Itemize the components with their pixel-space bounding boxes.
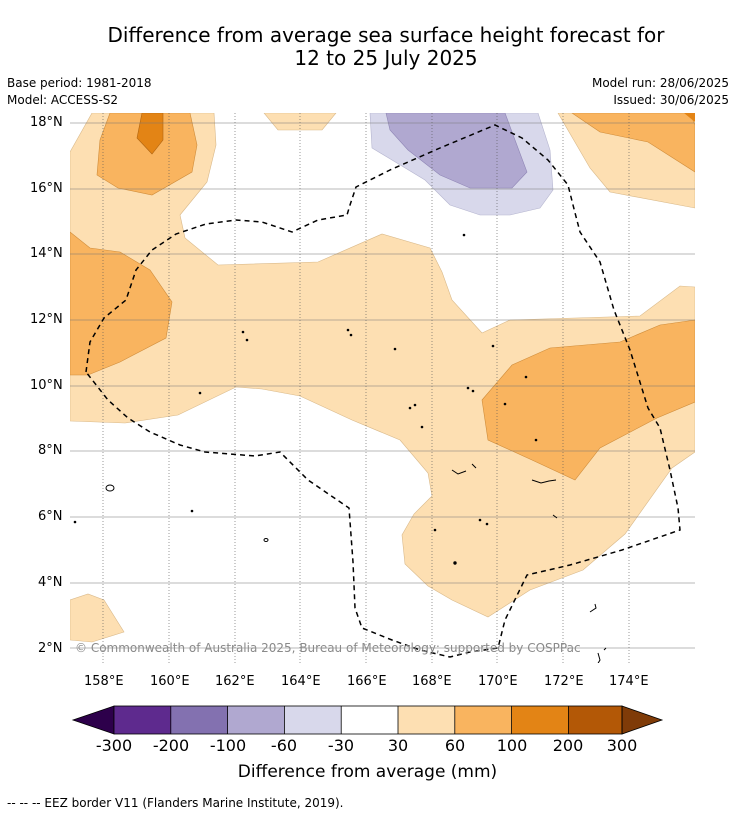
contour-60-100-northwest xyxy=(96,113,198,196)
colorbar-swatch-extend-high xyxy=(621,705,664,735)
legend-title: Difference from average (mm) xyxy=(237,762,498,782)
lat-tick-4: 4°N xyxy=(38,575,63,590)
contour-30-60-north xyxy=(263,113,337,131)
map-area xyxy=(70,113,695,663)
lon-tick-160: 160°E xyxy=(150,674,190,689)
colorbar-swatch-2 xyxy=(170,706,228,734)
legend-label--300: -300 xyxy=(95,736,133,755)
lat-tick-14: 14°N xyxy=(30,246,63,261)
lon-tick-166: 166°E xyxy=(347,674,387,689)
lat-tick-18: 18°N xyxy=(30,115,63,130)
contour-100-200-corner xyxy=(684,113,695,122)
lat-tick-6: 6°N xyxy=(38,509,63,524)
colorbar-swatch-4 xyxy=(284,706,342,734)
base-period: Base period: 1981-2018 xyxy=(7,76,152,90)
colorbar-swatch-6 xyxy=(398,706,455,734)
contour-60-100-northeast xyxy=(571,113,695,173)
lat-tick-2: 2°N xyxy=(38,641,63,656)
lon-tick-174: 174°E xyxy=(609,674,649,689)
model-run: Model run: 28/06/2025 xyxy=(591,76,729,90)
colorbar-swatch-5 xyxy=(341,706,398,734)
legend-label--60: -60 xyxy=(270,736,298,755)
eez-footnote: -- -- -- EEZ border V11 (Flanders Marine… xyxy=(7,796,344,810)
lon-tick-170: 170°E xyxy=(478,674,518,689)
colorbar-swatch-8 xyxy=(511,706,569,734)
model-name: Model: ACCESS-S2 xyxy=(7,93,119,107)
colorbar-swatch-9 xyxy=(568,706,622,734)
lon-tick-162: 162°E xyxy=(215,674,255,689)
legend-label--30: -30 xyxy=(327,736,355,755)
legend-label--100: -100 xyxy=(209,736,247,755)
colorbar xyxy=(71,705,664,735)
legend-label-60: 60 xyxy=(444,736,466,755)
lat-tick-10: 10°N xyxy=(30,378,63,393)
islands xyxy=(73,233,607,663)
colorbar-swatch-3 xyxy=(227,706,285,734)
lon-tick-164: 164°E xyxy=(281,674,321,689)
contour-30-60-west xyxy=(70,113,695,618)
legend-label-30: 30 xyxy=(387,736,409,755)
eez-border xyxy=(85,124,681,658)
chart-title-line2: 12 to 25 July 2025 xyxy=(294,46,478,70)
colorbar-swatch-7 xyxy=(454,706,512,734)
chart-title-line1: Difference from average sea surface heig… xyxy=(107,23,665,47)
colorbar-swatch-1 xyxy=(114,706,171,734)
contour-neg-60-100 xyxy=(385,113,528,189)
lat-tick-12: 12°N xyxy=(30,312,63,327)
legend-label-200: 200 xyxy=(552,736,584,755)
colorbar-swatch-extend-low xyxy=(71,705,115,735)
legend-label-100: 100 xyxy=(496,736,528,755)
legend-label--200: -200 xyxy=(152,736,190,755)
lat-tick-16: 16°N xyxy=(30,181,63,196)
lon-tick-172: 172°E xyxy=(544,674,584,689)
lat-tick-8: 8°N xyxy=(38,443,63,458)
lon-tick-168: 168°E xyxy=(412,674,452,689)
legend-label-300: 300 xyxy=(606,736,638,755)
copyright-notice: © Commonwealth of Australia 2025, Bureau… xyxy=(75,641,581,655)
issued-date: Issued: 30/06/2025 xyxy=(613,93,729,107)
contour-30-60-southwest xyxy=(70,593,125,643)
lon-tick-158: 158°E xyxy=(84,674,124,689)
